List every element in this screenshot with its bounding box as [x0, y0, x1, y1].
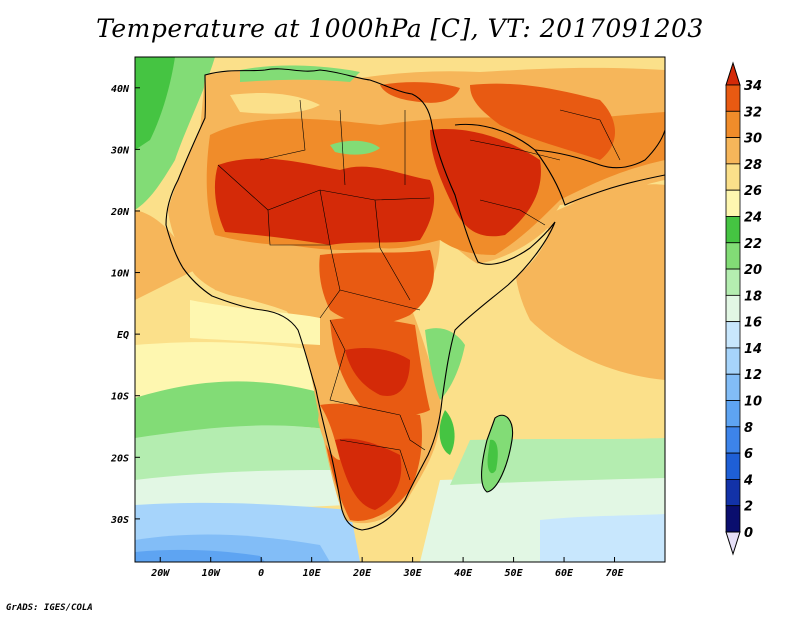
- colorbar-label: 0: [744, 526, 753, 541]
- colorbar-label: 2: [744, 500, 753, 515]
- colorbar-label: 24: [744, 210, 762, 225]
- colorbar-label: 10: [744, 395, 762, 410]
- colorbar-label: 16: [744, 316, 762, 331]
- coastlines: [165, 68, 665, 531]
- lon-tick-label: 70E: [605, 568, 624, 579]
- lat-tick-label: EQ: [117, 330, 129, 341]
- latitude-axis: 40N 30N 20N 10N EQ 10S 20S 30S: [110, 84, 140, 526]
- colorbar-cell: [725, 505, 741, 533]
- lon-tick-label: 50E: [505, 568, 524, 579]
- colorbar-cell: [725, 347, 741, 375]
- colorbar-cell: [725, 479, 741, 507]
- colorbar-cell: [725, 189, 741, 217]
- country-borders: [217, 99, 621, 481]
- lat-tick-label: 10N: [111, 269, 130, 280]
- colorbar-label: 4: [743, 473, 753, 488]
- colorbar-label: 18: [744, 289, 762, 304]
- lon-tick-label: 10E: [303, 568, 322, 579]
- lon-tick-label: 40E: [454, 568, 473, 579]
- colorbar-cell: [725, 242, 741, 270]
- colorbar-label: 34: [744, 79, 762, 94]
- colorbar-label: 14: [744, 342, 762, 357]
- lon-tick-label: 0: [258, 568, 264, 579]
- lat-tick-label: 20N: [110, 207, 130, 218]
- lat-tick-label: 10S: [111, 392, 129, 403]
- colorbar-max-arrow: [725, 61, 741, 86]
- lat-tick-label: 40N: [111, 84, 130, 95]
- colorbar-label: 22: [744, 237, 762, 252]
- colorbar-cell: [725, 400, 741, 428]
- longitude-axis: 20W 10W 0 10E 20E 30E 40E 50E 60E 70E: [150, 557, 625, 579]
- plot-border: [134, 56, 666, 563]
- colorbar-label: 6: [744, 447, 753, 462]
- colorbar-cell: [725, 268, 741, 296]
- lat-tick-label: 20S: [110, 453, 129, 464]
- colorbar-cell: [725, 84, 741, 112]
- colorbar-cell: [725, 373, 741, 401]
- map-title: Temperature at 1000hPa [C], VT: 20170912…: [96, 14, 704, 43]
- colorbar-label: 8: [744, 421, 753, 436]
- colorbar-cell: [725, 137, 741, 165]
- colorbar-label: 28: [744, 158, 762, 173]
- colorbar-cell: [725, 163, 741, 191]
- colorbar-cell: [725, 452, 741, 480]
- colorbar-cell: [725, 426, 741, 454]
- colorbar-cell: [725, 110, 741, 138]
- temperature-field: [135, 57, 665, 562]
- colorbar-cell: [725, 216, 741, 244]
- lon-tick-label: 30E: [403, 568, 423, 579]
- colorbar-label: 32: [744, 105, 762, 120]
- lat-tick-label: 30S: [110, 515, 129, 526]
- grads-credit: GrADS: IGES/COLA: [6, 603, 93, 613]
- colorbar-label: 30: [744, 132, 762, 147]
- lon-tick-label: 20W: [150, 568, 170, 579]
- colorbar-min-arrow: [725, 531, 741, 556]
- colorbar-cell: [725, 294, 741, 323]
- colorbar-label: 12: [744, 368, 762, 383]
- colorbar-label: 26: [744, 184, 762, 199]
- lon-tick-label: 10W: [202, 568, 221, 579]
- lon-tick-label: 20E: [352, 568, 372, 579]
- colorbar-cell: [725, 321, 741, 349]
- colorbar-label: 20: [744, 263, 762, 278]
- lat-tick-label: 30N: [110, 145, 130, 156]
- lon-tick-label: 60E: [555, 568, 574, 579]
